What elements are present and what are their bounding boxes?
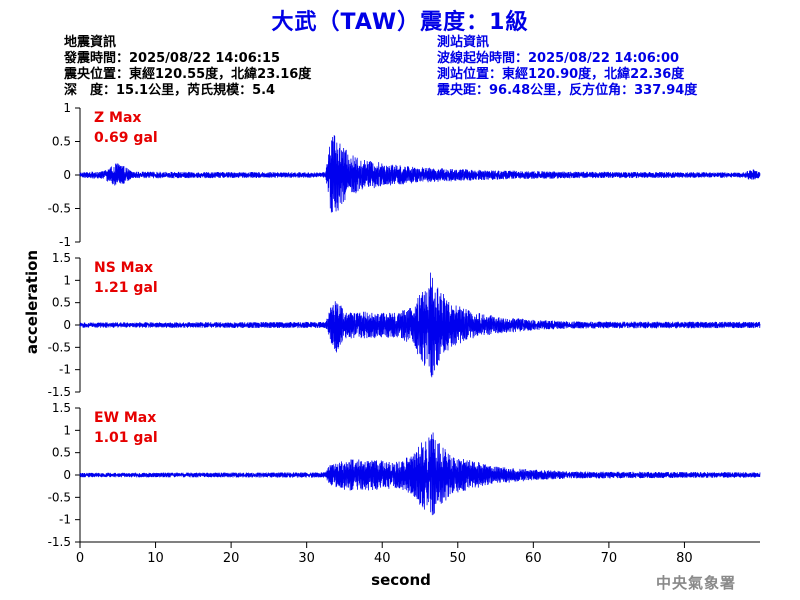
agency-watermark: 中央氣象署 xyxy=(656,574,737,592)
ew-y-tick-label: 0.5 xyxy=(52,446,71,460)
ns-max-label: NS Max 1.21 gal xyxy=(94,258,158,298)
z-y-tick-label: -1 xyxy=(59,235,71,249)
ns-y-tick-label: 0.5 xyxy=(52,296,71,310)
x-tick-label: 20 xyxy=(223,551,240,566)
ns-y-tick-label: 0 xyxy=(63,318,71,332)
ns-max-value: 1.21 gal xyxy=(94,280,158,296)
x-tick-label: 70 xyxy=(601,551,618,566)
station-location: 測站位置：東經120.90度，北緯22.36度 xyxy=(437,67,685,82)
ns-y-tick-label: -1.5 xyxy=(48,385,71,399)
distance-azimuth: 震央距：96.48公里，反方位角：337.94度 xyxy=(437,83,698,98)
z-y-tick-label: 0.5 xyxy=(52,135,71,149)
ew-y-tick-label: 1.5 xyxy=(52,401,71,415)
z-max-label: Z Max 0.69 gal xyxy=(94,108,158,148)
z-y-tick-label: 1 xyxy=(63,101,71,115)
chart-title: 大武（TAW）震度：1級 xyxy=(271,10,529,35)
ew-y-tick-label: 1 xyxy=(63,423,71,437)
ew-y-tick-label: 0 xyxy=(63,468,71,482)
x-tick-label: 0 xyxy=(76,551,84,566)
ew-y-tick-label: -1 xyxy=(59,513,71,527)
z-max-value: 0.69 gal xyxy=(94,130,158,146)
station-info-heading: 測站資訊 xyxy=(437,35,490,50)
z-max-title: Z Max xyxy=(94,110,142,126)
depth-magnitude: 深 度：15.1公里，芮氏規模：5.4 xyxy=(64,83,276,98)
z-y-tick-label: -0.5 xyxy=(48,202,71,216)
ns-y-tick-label: -1 xyxy=(59,363,71,377)
x-tick-label: 50 xyxy=(450,551,467,566)
ew-max-label: EW Max 1.01 gal xyxy=(94,408,158,448)
wave-start-time: 波線起始時間：2025/08/22 14:06:00 xyxy=(437,51,680,66)
quake-info-heading: 地震資訊 xyxy=(64,35,117,50)
ns-y-tick-label: 1.5 xyxy=(52,251,71,265)
x-tick-label: 40 xyxy=(374,551,391,566)
z-waveform-line xyxy=(79,135,761,213)
ew-y-tick-label: -1.5 xyxy=(48,535,71,549)
y-axis-title: acceleration xyxy=(23,249,41,355)
epicenter: 震央位置：東經120.55度，北緯23.16度 xyxy=(64,67,312,82)
origin-time: 發震時間：2025/08/22 14:06:15 xyxy=(64,51,281,66)
x-tick-label: 10 xyxy=(147,551,164,566)
z-y-tick-label: 0 xyxy=(63,168,71,182)
ew-max-title: EW Max xyxy=(94,410,157,426)
x-tick-label: 80 xyxy=(676,551,693,566)
ns-y-tick-label: 1 xyxy=(63,273,71,287)
ns-waveform-line xyxy=(79,272,761,378)
ew-max-value: 1.01 gal xyxy=(94,430,158,446)
x-tick-label: 60 xyxy=(525,551,542,566)
quake-info: 地震資訊 發震時間：2025/08/22 14:06:15 震央位置：東經120… xyxy=(64,35,311,99)
ns-y-tick-label: -0.5 xyxy=(48,340,71,354)
x-tick-label: 30 xyxy=(298,551,315,566)
x-axis-title: second xyxy=(371,571,431,589)
station-info: 測站資訊 波線起始時間：2025/08/22 14:06:00 測站位置：東經1… xyxy=(437,35,697,99)
ns-max-title: NS Max xyxy=(94,260,154,276)
ew-y-tick-label: -0.5 xyxy=(48,490,71,504)
ew-waveform-line xyxy=(79,432,761,516)
